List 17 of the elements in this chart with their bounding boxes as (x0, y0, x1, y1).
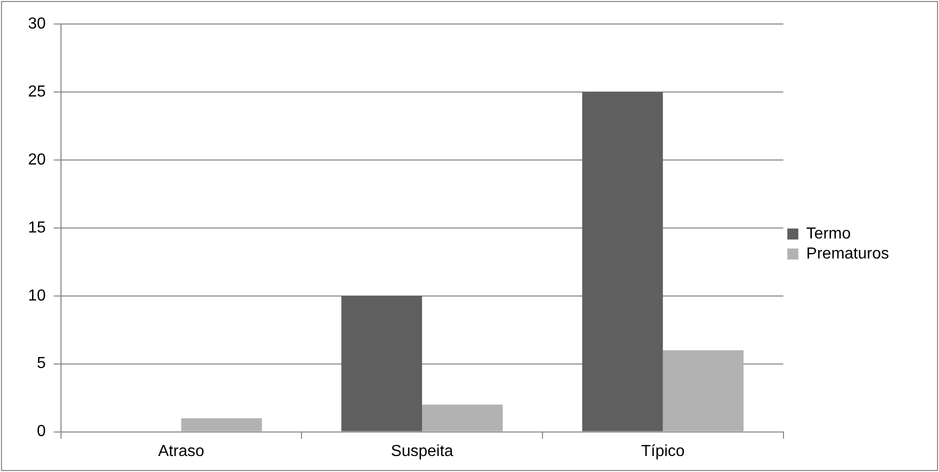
legend-label: Prematuros (806, 245, 890, 262)
y-tick-label: 5 (36, 355, 46, 372)
y-tick-label: 10 (28, 287, 46, 304)
bar (422, 404, 503, 432)
y-tick-label: 25 (28, 83, 46, 100)
x-tick-label: Atraso (158, 442, 204, 460)
bar (181, 418, 262, 432)
bar (341, 296, 422, 432)
legend-label: Termo (806, 225, 851, 242)
y-tick-label: 30 (28, 15, 46, 32)
y-tick-label: 0 (36, 423, 46, 440)
bar (662, 350, 744, 432)
y-tick-label: 15 (28, 219, 46, 236)
x-tick-label: Típico (641, 442, 685, 460)
x-tick-label: Suspeita (390, 442, 454, 460)
y-tick-label: 20 (28, 151, 46, 168)
bar (582, 92, 663, 432)
